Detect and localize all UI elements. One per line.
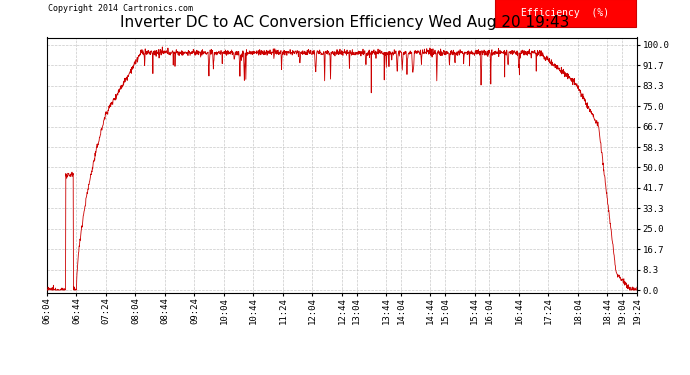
FancyBboxPatch shape xyxy=(495,0,635,27)
Text: Inverter DC to AC Conversion Efficiency Wed Aug 20 19:43: Inverter DC to AC Conversion Efficiency … xyxy=(120,15,570,30)
Text: Copyright 2014 Cartronics.com: Copyright 2014 Cartronics.com xyxy=(48,4,193,13)
Text: Efficiency  (%): Efficiency (%) xyxy=(522,8,609,18)
